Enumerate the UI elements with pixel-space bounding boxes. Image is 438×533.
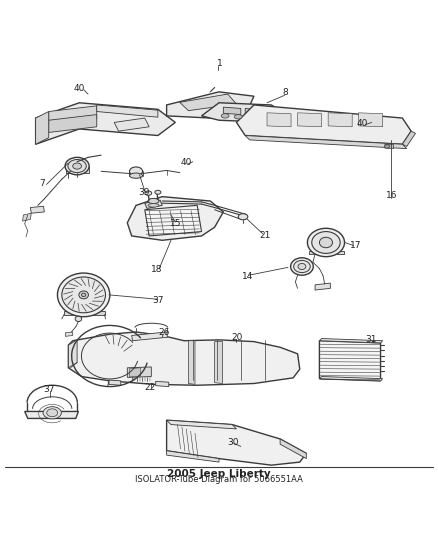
Ellipse shape: [81, 293, 86, 297]
Polygon shape: [280, 439, 306, 458]
Polygon shape: [315, 283, 330, 290]
Polygon shape: [215, 342, 223, 384]
Polygon shape: [328, 113, 352, 127]
Text: 20: 20: [231, 333, 243, 342]
Text: 16: 16: [386, 191, 397, 200]
Text: 40: 40: [74, 84, 85, 93]
Ellipse shape: [47, 409, 58, 417]
Text: 7: 7: [39, 179, 45, 188]
Polygon shape: [166, 451, 219, 462]
Text: 40: 40: [181, 158, 192, 167]
Ellipse shape: [62, 277, 106, 313]
Polygon shape: [319, 376, 383, 381]
Polygon shape: [25, 411, 78, 418]
Polygon shape: [201, 103, 289, 123]
Polygon shape: [309, 251, 344, 254]
Polygon shape: [297, 113, 321, 127]
Polygon shape: [64, 311, 105, 314]
Polygon shape: [35, 111, 49, 144]
Polygon shape: [109, 380, 121, 385]
Ellipse shape: [148, 204, 159, 207]
Polygon shape: [145, 205, 201, 236]
Polygon shape: [35, 103, 175, 144]
Ellipse shape: [65, 157, 89, 175]
Polygon shape: [245, 135, 407, 149]
Polygon shape: [66, 166, 89, 173]
Text: 14: 14: [242, 272, 253, 280]
Text: 1: 1: [217, 59, 223, 68]
Ellipse shape: [73, 163, 81, 169]
Text: 18: 18: [151, 265, 163, 274]
Ellipse shape: [79, 291, 88, 299]
Text: ISOLATOR-Tube Diagram for 5066551AA: ISOLATOR-Tube Diagram for 5066551AA: [135, 475, 303, 484]
Text: 40: 40: [357, 119, 368, 128]
Text: 31: 31: [366, 335, 377, 344]
Text: 8: 8: [283, 88, 288, 97]
Polygon shape: [166, 420, 306, 465]
Ellipse shape: [319, 237, 332, 248]
Polygon shape: [180, 94, 237, 111]
Ellipse shape: [307, 228, 345, 257]
Polygon shape: [132, 332, 167, 341]
Text: 22: 22: [145, 383, 156, 392]
Ellipse shape: [148, 198, 159, 204]
Polygon shape: [30, 206, 44, 213]
Polygon shape: [49, 106, 97, 125]
Ellipse shape: [145, 191, 152, 195]
Polygon shape: [223, 107, 241, 115]
Polygon shape: [65, 332, 73, 336]
Ellipse shape: [130, 173, 143, 179]
Polygon shape: [114, 118, 149, 131]
Text: 2005 Jeep Liberty: 2005 Jeep Liberty: [167, 469, 271, 479]
Polygon shape: [127, 197, 223, 240]
Polygon shape: [403, 131, 416, 147]
Polygon shape: [130, 368, 141, 377]
Polygon shape: [49, 115, 97, 133]
Polygon shape: [166, 92, 254, 118]
Polygon shape: [267, 113, 291, 127]
Polygon shape: [245, 108, 263, 116]
Text: 21: 21: [259, 231, 271, 239]
Polygon shape: [319, 341, 381, 381]
Polygon shape: [127, 367, 151, 377]
Ellipse shape: [155, 190, 161, 194]
Text: 17: 17: [350, 241, 361, 250]
Ellipse shape: [68, 159, 86, 173]
Polygon shape: [68, 340, 77, 368]
Text: 37: 37: [152, 296, 164, 305]
Polygon shape: [97, 105, 158, 117]
Text: 39: 39: [138, 188, 150, 197]
Text: 37: 37: [43, 385, 55, 394]
Ellipse shape: [312, 231, 340, 253]
Polygon shape: [145, 200, 162, 208]
Ellipse shape: [130, 167, 143, 176]
Ellipse shape: [234, 115, 242, 119]
Ellipse shape: [385, 145, 390, 148]
Text: 26: 26: [158, 328, 169, 337]
Ellipse shape: [298, 263, 306, 270]
Polygon shape: [155, 381, 169, 386]
Ellipse shape: [57, 273, 110, 317]
Ellipse shape: [238, 214, 248, 220]
Text: 30: 30: [228, 438, 239, 447]
Polygon shape: [385, 144, 394, 149]
Ellipse shape: [290, 258, 313, 275]
Ellipse shape: [75, 316, 81, 321]
Ellipse shape: [293, 261, 310, 272]
Ellipse shape: [43, 407, 61, 419]
Polygon shape: [22, 213, 31, 221]
Polygon shape: [359, 113, 383, 127]
Polygon shape: [68, 332, 300, 385]
Ellipse shape: [221, 114, 229, 118]
Polygon shape: [237, 105, 411, 144]
Text: 15: 15: [170, 219, 182, 228]
Polygon shape: [166, 420, 237, 429]
Polygon shape: [319, 338, 383, 343]
Polygon shape: [188, 341, 195, 384]
